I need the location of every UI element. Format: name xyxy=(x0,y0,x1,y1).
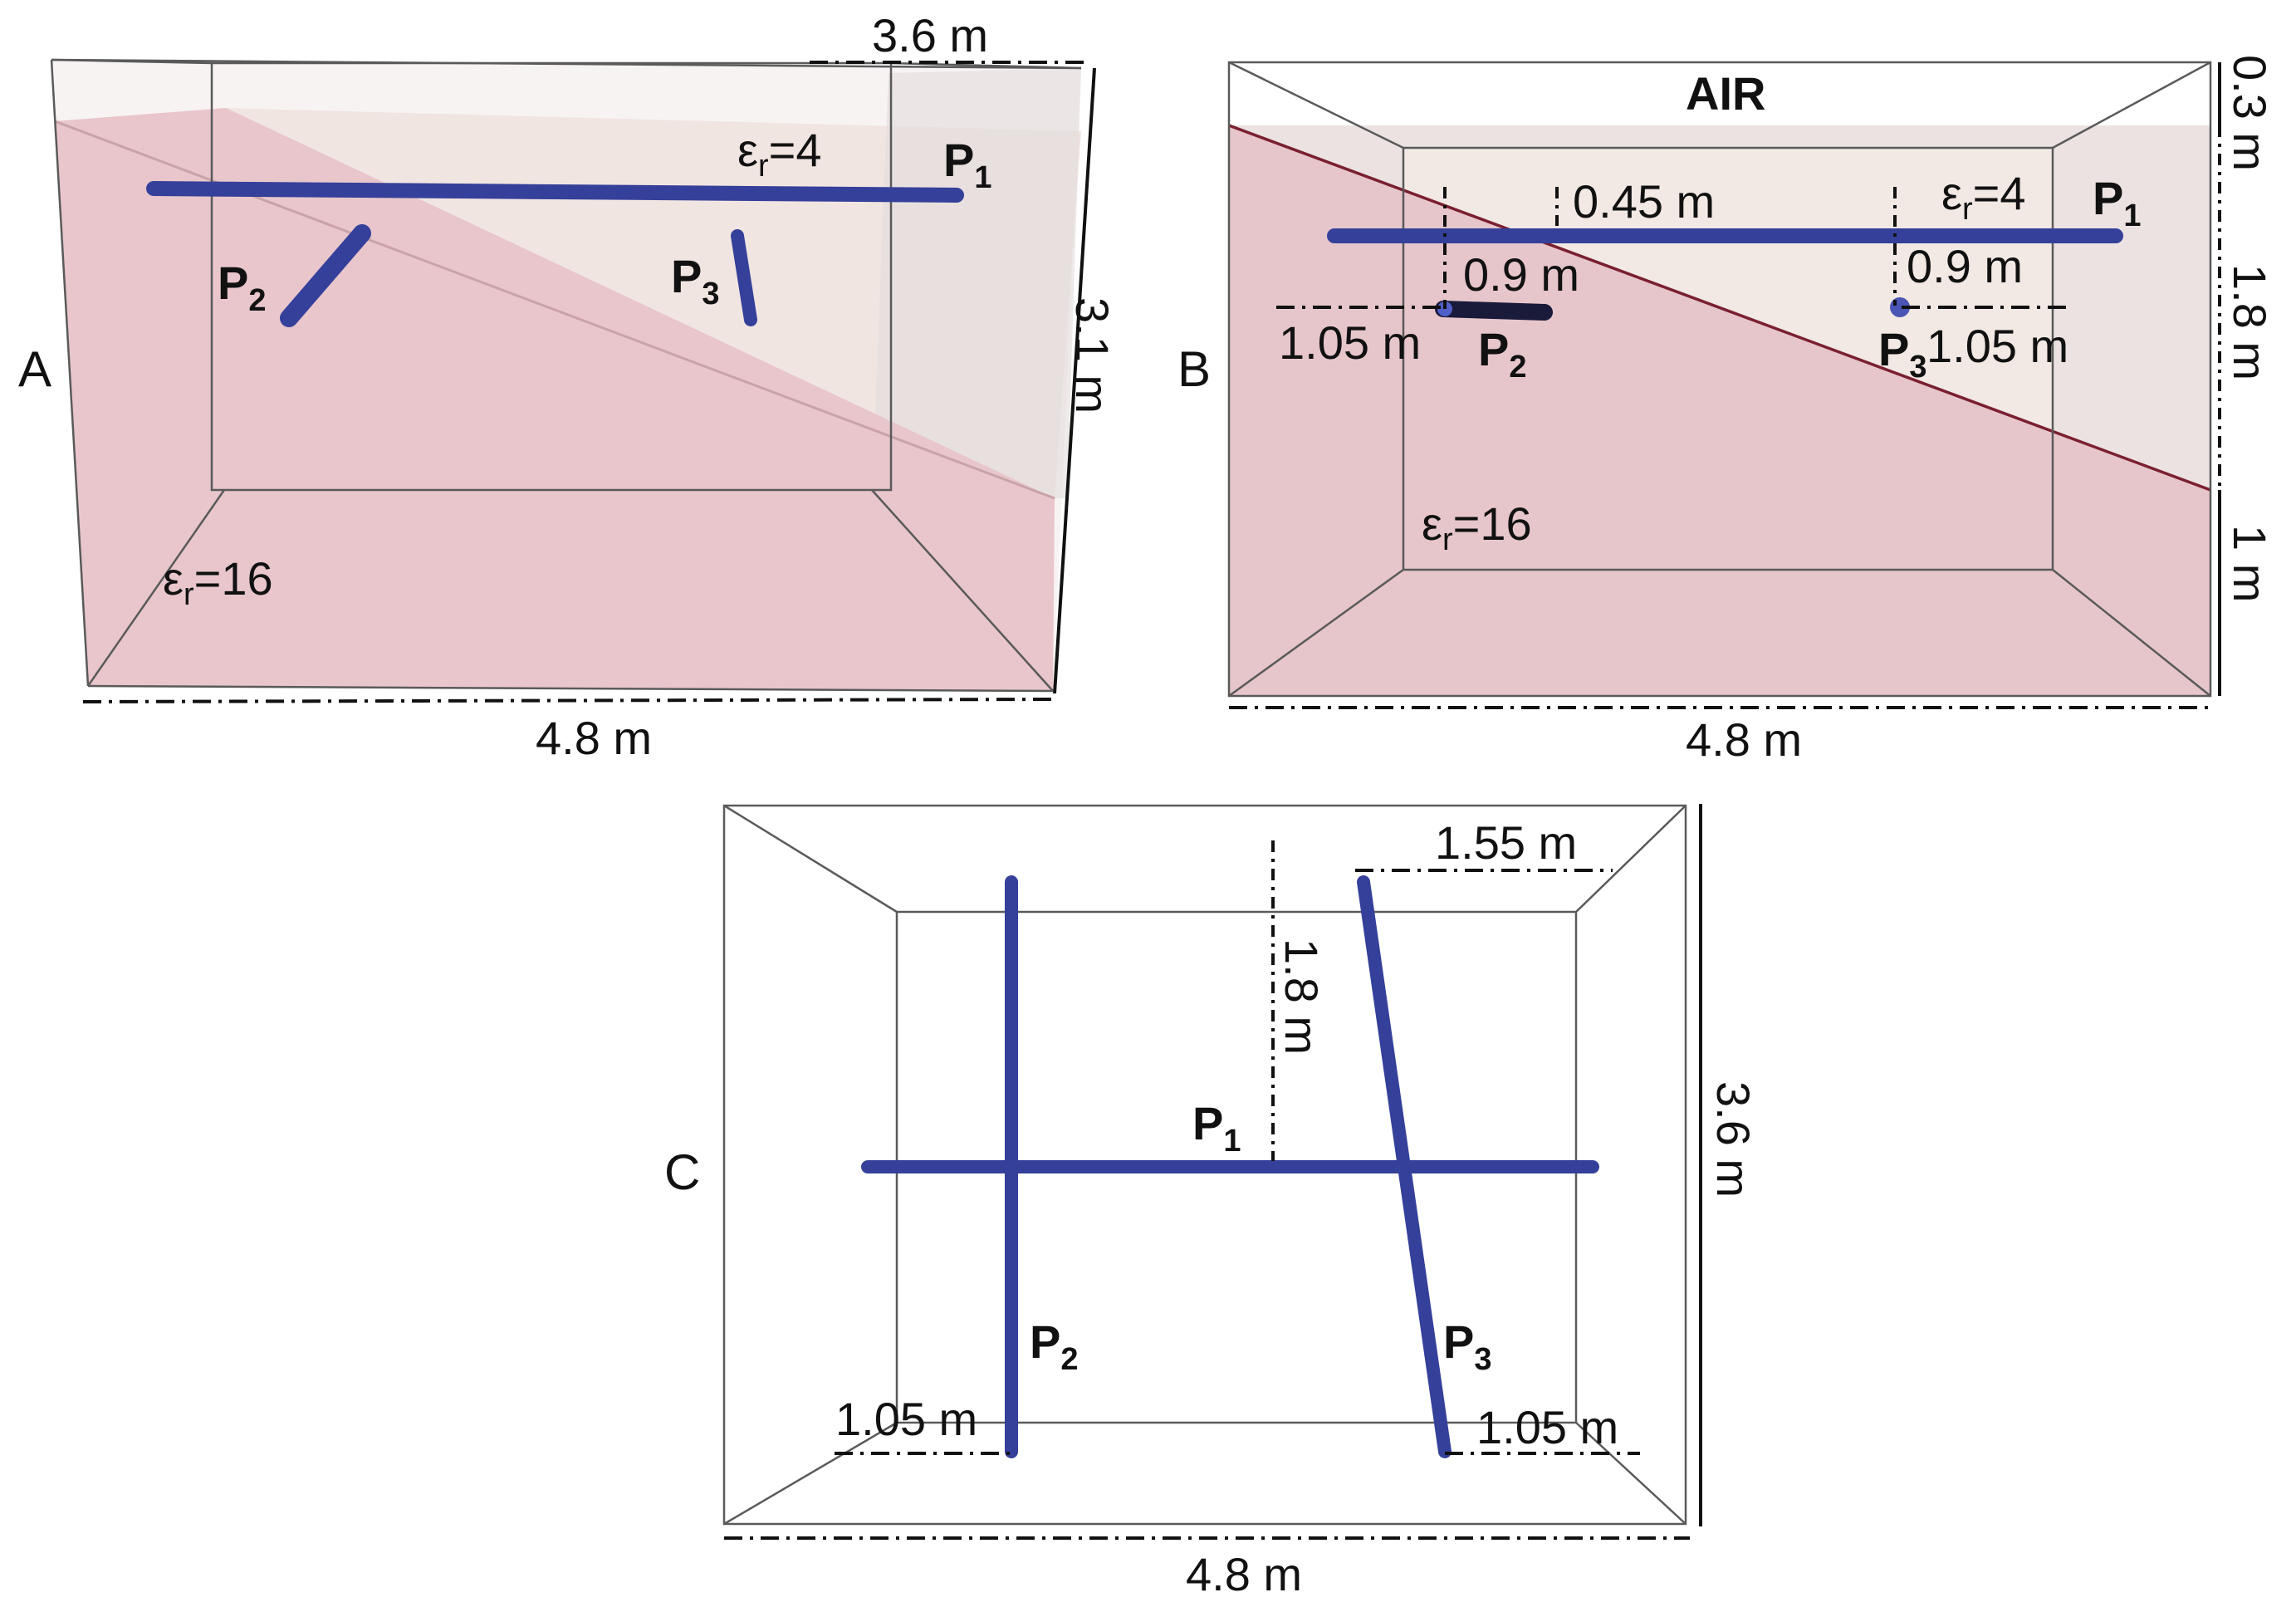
panel-c-dim-p3-top: 1.55 m xyxy=(1435,816,1577,869)
panel-a-pipe-p2 xyxy=(280,224,371,327)
panel-a-dim-right-label: 3.1 m xyxy=(1066,297,1119,414)
panel-a-edge xyxy=(871,489,1054,692)
panel-c-p2-label: P2 xyxy=(1030,1315,1079,1377)
panel-a-right-side xyxy=(872,68,1081,498)
panel-a-p2-label: P2 xyxy=(218,257,267,318)
panel-c-dim-p1-offset: 1.8 m xyxy=(1275,938,1328,1055)
panel-b-air-label: AIR xyxy=(1686,67,1765,120)
panel-a-edge xyxy=(51,58,213,65)
panel-b-edge xyxy=(1228,568,1404,698)
panel-a-dim-top-label: 3.6 m xyxy=(872,9,988,61)
panel-b-edge xyxy=(1228,61,1404,149)
panel-c-outer-box xyxy=(722,804,1687,1526)
panel-b-dim-p2-offset: 1.05 m xyxy=(1279,316,1421,369)
panel-c-edge xyxy=(1575,1422,1687,1525)
panel-b-dim-p2-depth: 0.9 m xyxy=(1463,248,1579,301)
panel-b-dim-middle-label: 1.8 m xyxy=(2224,264,2276,380)
panel-a-eps-upper: εr=4 xyxy=(737,124,821,184)
panel-a-edge xyxy=(50,59,90,687)
panel-b-outer-box xyxy=(1227,61,2212,698)
panel-a-p3-label: P3 xyxy=(671,250,720,311)
panel-b-dim-air-label: 0.3 m xyxy=(2224,55,2276,171)
panel-c-edge xyxy=(1575,805,1687,913)
panel-b-dim-lower-label: 1 m xyxy=(2224,525,2276,602)
panel-b-eps-lower: εr=16 xyxy=(1422,497,1532,557)
panel-a-dim-bottom-label: 4.8 m xyxy=(536,712,652,764)
panel-c-p1-label: P1 xyxy=(1192,1097,1241,1159)
panel-b-eps-upper: εr=4 xyxy=(1941,167,2025,227)
panel-b-edge xyxy=(2052,61,2211,149)
panel-a-pipe-p1 xyxy=(146,181,964,203)
panel-b-interface xyxy=(1228,124,2211,492)
panel-c-p3-label: P3 xyxy=(1443,1315,1492,1377)
panel-b-pipe-p2 xyxy=(1435,301,1553,321)
panel-c-edge xyxy=(723,804,898,914)
panel-b-letter: B xyxy=(1177,341,1211,397)
panel-a-edge xyxy=(86,489,226,687)
panel-a-p1-label: P1 xyxy=(943,134,992,195)
panel-a-pipe-p3 xyxy=(731,229,757,326)
panel-b-upper-inner xyxy=(1403,148,2053,440)
panel-a-lower-layer xyxy=(55,108,1055,691)
panel-b-dim-p1-depth: 0.45 m xyxy=(1573,175,1715,228)
panel-c-dim-bottom-label: 4.8 m xyxy=(1186,1548,1302,1600)
panel-b-air-band xyxy=(1229,62,2210,125)
panel-c-pipe-p3 xyxy=(1357,875,1452,1458)
panel-b: AIR 0.45 m 0.9 m 0.9 m 1.05 m 1.05 m P1 … xyxy=(1177,55,2276,766)
panel-c-dim-p3-bottom: 1.05 m xyxy=(1476,1401,1618,1453)
panel-c-dim-p2-bottom: 1.05 m xyxy=(835,1393,977,1445)
panel-b-edge xyxy=(2052,569,2211,697)
panel-a-eps-lower: εr=16 xyxy=(163,552,273,612)
panel-c-edge xyxy=(723,1421,898,1526)
panel-c-letter: C xyxy=(664,1144,700,1200)
panel-a-letter: A xyxy=(18,341,51,397)
panel-b-p3-label: P3 xyxy=(1878,323,1927,385)
panel-b-p2-label: P2 xyxy=(1478,323,1527,385)
panel-b-back-face xyxy=(1402,146,2054,571)
panel-b-dim-bottom-label: 4.8 m xyxy=(1686,713,1802,766)
panel-c-dim-right-label: 3.6 m xyxy=(1707,1081,1760,1198)
panel-b-p1-label: P1 xyxy=(2093,172,2142,233)
panel-c: 1.55 m 1.8 m 1.05 m 1.05 m P1 P2 P3 3.6 … xyxy=(664,804,1760,1600)
panel-a-dim-right xyxy=(1053,67,1096,694)
panel-a-dim-bottom xyxy=(82,698,1054,703)
panel-b-lower-layer xyxy=(1229,125,2210,696)
panel-b-dim-p3-offset: 1.05 m xyxy=(1926,320,2068,372)
panel-a-edge xyxy=(87,684,1054,693)
panel-b-dim-p3-depth: 0.9 m xyxy=(1907,240,2023,292)
panel-a: P1 P2 P3 εr=4 εr=16 3.6 m 3.1 m 4.8 m A xyxy=(18,9,1119,764)
panel-a-back-face xyxy=(210,61,893,492)
